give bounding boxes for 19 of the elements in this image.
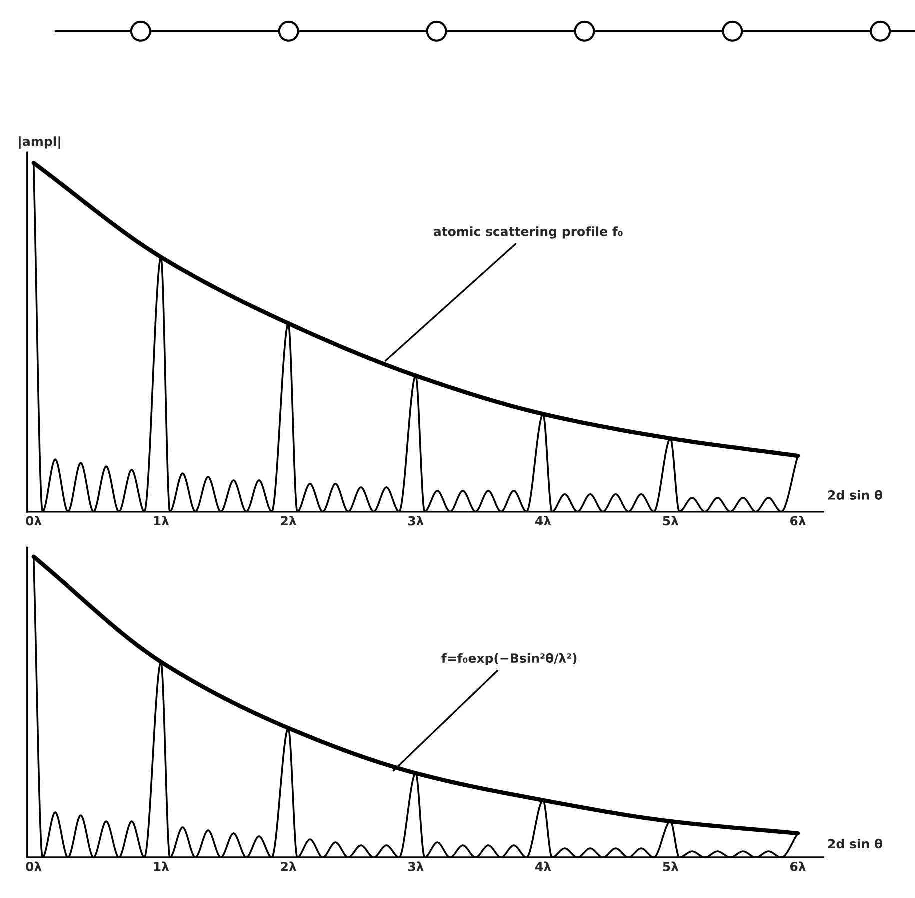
x-axis-title: 2d sin θ bbox=[828, 838, 883, 849]
x-tick-label: 3λ bbox=[408, 516, 424, 526]
annotation: atomic scattering profile f₀ bbox=[434, 226, 623, 239]
x-tick-label: 5λ bbox=[663, 516, 679, 526]
x-tick-label: 5λ bbox=[663, 862, 679, 872]
x-tick-label: 4λ bbox=[536, 862, 552, 872]
x-tick-label: 6λ bbox=[790, 516, 806, 526]
x-tick-label: 3λ bbox=[408, 862, 424, 872]
y-axis-title: |ampl| bbox=[19, 136, 60, 150]
x-tick-label: 2λ bbox=[281, 862, 296, 872]
x-axis-title: 2d sin θ bbox=[828, 490, 883, 500]
x-tick-label: 1λ bbox=[154, 862, 170, 872]
annotation: f=f₀exp(−Bsin²θ/λ²) bbox=[442, 653, 577, 666]
x-tick-label: 1λ bbox=[154, 516, 170, 526]
x-tick-label: 0λ bbox=[26, 862, 42, 872]
x-tick-label: 6λ bbox=[790, 862, 806, 872]
x-tick-label: 4λ bbox=[536, 516, 552, 526]
x-tick-label: 0λ bbox=[26, 516, 42, 526]
x-tick-label: 2λ bbox=[281, 516, 296, 526]
